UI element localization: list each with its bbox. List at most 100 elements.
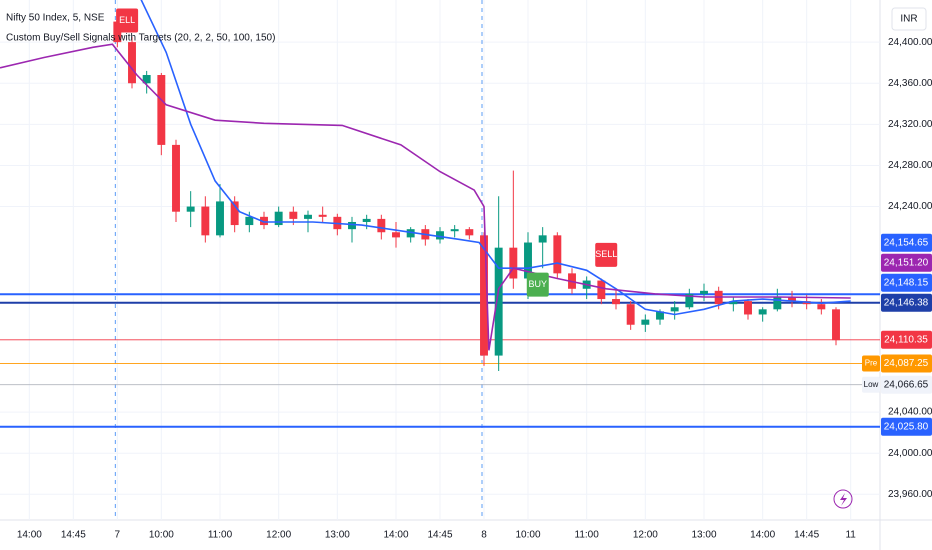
x-tick-label: 14:45 bbox=[794, 530, 819, 541]
candle-body bbox=[480, 235, 488, 356]
candle-body bbox=[538, 235, 547, 243]
x-tick-label: 7 bbox=[115, 530, 121, 541]
candle-body bbox=[832, 309, 840, 341]
y-tick-label: 24,000.00 bbox=[888, 448, 932, 459]
candle-body bbox=[524, 242, 532, 279]
x-tick-label: 10:00 bbox=[149, 530, 174, 541]
signal-label: ELL bbox=[119, 15, 135, 25]
candle-body bbox=[186, 206, 195, 212]
price-tag-label: 24,087.25 bbox=[884, 358, 929, 369]
x-tick-label: 13:00 bbox=[691, 530, 716, 541]
y-tick-label: 24,360.00 bbox=[888, 78, 932, 89]
candle-body bbox=[157, 75, 166, 145]
candle-body bbox=[348, 221, 356, 230]
candle-body bbox=[612, 299, 620, 305]
x-tick-label: 13:00 bbox=[325, 530, 350, 541]
grid bbox=[0, 0, 880, 520]
candle-body bbox=[289, 211, 298, 219]
candle-body bbox=[392, 232, 400, 238]
price-tag-badge bbox=[862, 355, 880, 372]
signal-box bbox=[595, 242, 618, 267]
y-tick-label: 23,960.00 bbox=[888, 489, 932, 500]
price-tag-badge-label: Pre bbox=[865, 359, 878, 368]
indicator-name: Custom Buy/Sell Signals with Targets (20… bbox=[6, 33, 275, 44]
candle-body bbox=[128, 42, 136, 84]
price-tag bbox=[881, 233, 932, 252]
candle-body bbox=[172, 144, 180, 212]
plot-area: ELL BUY SELL bbox=[0, 0, 880, 520]
candle-body bbox=[494, 247, 503, 356]
candle-body bbox=[465, 229, 474, 236]
candle-body bbox=[436, 231, 444, 240]
price-tag bbox=[881, 253, 932, 272]
signal-label: SELL bbox=[595, 249, 617, 259]
price-tag bbox=[881, 354, 932, 373]
x-tick-label: 11 bbox=[845, 530, 856, 541]
candle-body bbox=[685, 293, 694, 308]
candle-body bbox=[626, 304, 635, 325]
chart-title: Nifty 50 Index, 5, NSE bbox=[6, 13, 105, 24]
signal-box bbox=[116, 8, 139, 33]
price-tag-label: 24,146.38 bbox=[884, 297, 929, 308]
candle-body bbox=[245, 216, 254, 226]
candle-body bbox=[318, 214, 327, 217]
candle-body bbox=[597, 280, 606, 300]
x-tick-label: 14:00 bbox=[750, 530, 775, 541]
x-tick-label: 14:45 bbox=[61, 530, 86, 541]
price-tag-badge bbox=[862, 376, 880, 393]
x-tick-label: 12:00 bbox=[266, 530, 291, 541]
candle-body bbox=[230, 201, 239, 226]
y-tick-label: 24,320.00 bbox=[888, 119, 932, 130]
x-tick-label: 11:00 bbox=[208, 530, 233, 541]
price-tag-label: 24,066.65 bbox=[884, 379, 929, 390]
signal-label: BUY bbox=[529, 279, 548, 289]
currency-button[interactable] bbox=[891, 7, 927, 31]
candle-body bbox=[377, 218, 386, 233]
candle-body bbox=[788, 296, 796, 302]
y-tick-label: 24,280.00 bbox=[888, 160, 932, 171]
x-tick-label: 10:00 bbox=[515, 530, 540, 541]
candle-body bbox=[216, 201, 224, 236]
y-tick-label: 24,240.00 bbox=[888, 201, 932, 212]
candle-body bbox=[670, 307, 679, 312]
candle-body bbox=[260, 216, 268, 226]
candle-body bbox=[758, 309, 767, 315]
candle-body bbox=[509, 247, 518, 279]
axes: 24,400.00 24,360.00 24,320.00 24,280.00 24,2… bbox=[17, 37, 932, 541]
candle-body bbox=[406, 229, 415, 238]
price-tag bbox=[881, 375, 932, 394]
price-tag-label: 24,148.15 bbox=[884, 277, 929, 288]
x-tick-label: 14:45 bbox=[427, 530, 452, 541]
candle-body bbox=[274, 211, 283, 226]
price-tag bbox=[881, 293, 932, 312]
candle-body bbox=[729, 301, 738, 305]
candle-body bbox=[201, 206, 210, 236]
price-tag bbox=[881, 273, 932, 292]
candle-body bbox=[450, 229, 459, 232]
candle-body bbox=[700, 290, 708, 294]
moving-average bbox=[0, 43, 851, 351]
price-tag-badge-label: Low bbox=[864, 380, 879, 389]
price-tag-label: 24,110.35 bbox=[884, 334, 928, 345]
price-tag-label: 24,025.80 bbox=[884, 421, 929, 432]
candle-body bbox=[817, 304, 826, 310]
event-icon[interactable] bbox=[833, 489, 853, 509]
price-tag bbox=[881, 417, 932, 436]
price-tag-label: 24,151.20 bbox=[884, 257, 929, 268]
x-tick-label: 14:00 bbox=[17, 530, 42, 541]
y-tick-label: 24,040.00 bbox=[888, 407, 932, 418]
currency[interactable]: INR bbox=[900, 14, 917, 25]
candle-body bbox=[773, 296, 782, 310]
price-tag bbox=[881, 330, 932, 349]
candle-body bbox=[142, 75, 151, 84]
candle-body bbox=[553, 235, 562, 274]
event-bolt bbox=[840, 493, 847, 506]
candle-body bbox=[641, 319, 650, 325]
signal-box bbox=[526, 272, 549, 297]
x-tick-label: 12:00 bbox=[633, 530, 658, 541]
candle-body bbox=[744, 301, 752, 315]
x-tick-label: 8 bbox=[481, 530, 487, 541]
candle-body bbox=[656, 311, 664, 320]
x-tick-label: 14:00 bbox=[383, 530, 408, 541]
